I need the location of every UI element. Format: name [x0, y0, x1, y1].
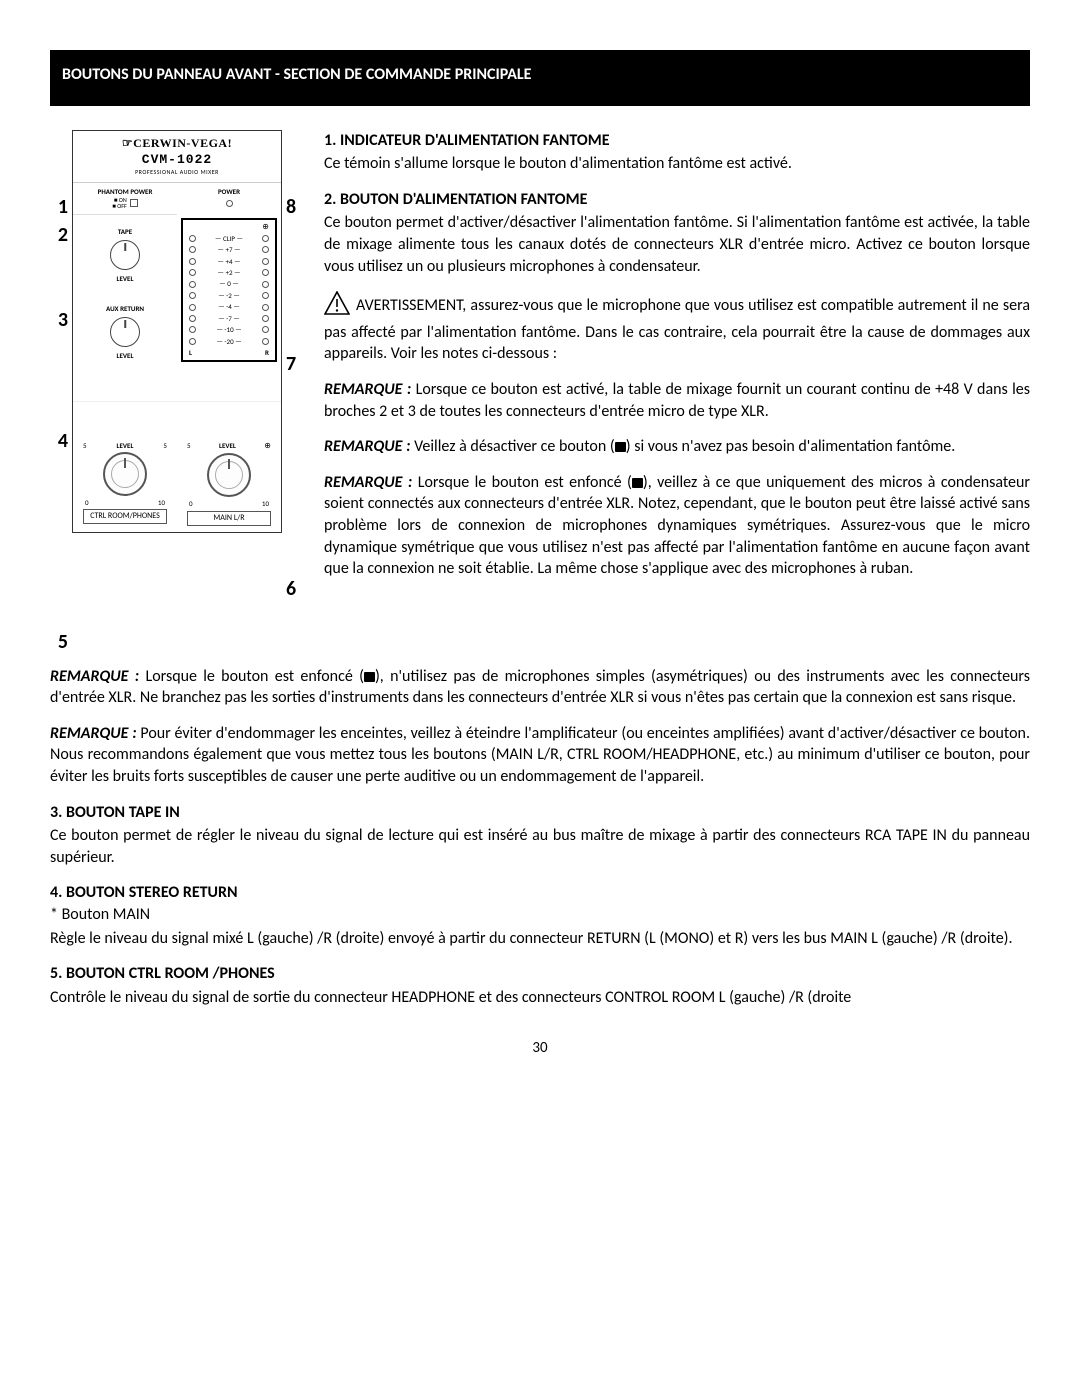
button-pressed-icon — [615, 442, 626, 452]
callout-6: 6 — [286, 576, 304, 603]
power-label: POWER — [181, 187, 277, 196]
callout-2: 2 — [50, 222, 68, 249]
remarque-4: REMARQUE : Lorsque le bouton est enfoncé… — [50, 666, 1030, 709]
off-label: OFF — [117, 202, 127, 210]
brand-subtitle: PROFESSIONAL AUDIO MIXER — [73, 168, 281, 176]
tape-level-label: LEVEL — [77, 274, 173, 283]
ctrl-room-label: CTRL ROOM/PHONES — [83, 509, 167, 524]
section-3-title: 3. BOUTON TAPE IN — [50, 802, 1030, 824]
section-header: BOUTONS DU PANNEAU AVANT - SECTION DE CO… — [50, 50, 1030, 106]
section-5-body: Contrôle le niveau du signal de sortie d… — [50, 987, 1030, 1009]
section-4-title: 4. BOUTON STEREO RETURN — [50, 882, 1030, 904]
callout-3: 3 — [50, 307, 68, 334]
power-led-icon — [226, 200, 233, 207]
brand-model: CVM-1022 — [73, 151, 281, 169]
callout-5: 5 — [50, 629, 68, 656]
ctrl-room-knob-icon — [103, 452, 147, 496]
aux-knob-icon — [110, 317, 140, 347]
tape-label: TAPE — [77, 227, 173, 236]
callout-8: 8 — [286, 194, 304, 221]
section-3-body: Ce bouton permet de régler le niveau du … — [50, 825, 1030, 868]
button-pressed-icon — [364, 672, 375, 682]
brand-name: CERWIN-VEGA! — [133, 136, 232, 150]
right-callouts: 8 7 6 — [282, 130, 304, 603]
callout-1: 1 — [50, 194, 68, 221]
aux-level-label: LEVEL — [77, 351, 173, 360]
phantom-button-icon — [130, 199, 138, 207]
mixer-panel: ☞CERWIN-VEGA! CVM-1022 PROFESSIONAL AUDI… — [72, 130, 282, 533]
main-lr-label: MAIN L/R — [187, 511, 271, 526]
ctrl-level-label: LEVEL — [117, 441, 134, 450]
remarque-5: REMARQUE : Pour éviter d'endommager les … — [50, 723, 1030, 788]
page-number: 30 — [50, 1038, 1030, 1058]
left-callouts: 1 2 3 4 5 — [50, 130, 72, 656]
section-4-sub: * Bouton MAIN — [50, 904, 1030, 926]
panel-diagram: 1 2 3 4 5 ☞CERWIN-VEGA! CVM-1022 PROFESS… — [50, 130, 304, 656]
warning-text: AVERTISSEMENT, assurez-vous que le micro… — [324, 296, 1030, 363]
warning-icon — [324, 291, 350, 322]
level-meter: ⊕ — CLIP — — +7 — — +4 — — +2 — — 0 — — … — [181, 218, 277, 363]
callout-4: 4 — [50, 428, 68, 455]
main-content: 1 2 3 4 5 ☞CERWIN-VEGA! CVM-1022 PROFESS… — [50, 130, 1030, 1059]
button-pressed-icon — [632, 478, 643, 488]
tape-knob-icon — [110, 240, 140, 270]
section-5-title: 5. BOUTON CTRL ROOM /PHONES — [50, 963, 1030, 985]
callout-7: 7 — [286, 351, 304, 378]
aux-return-label: AUX RETURN — [77, 304, 173, 313]
main-level-label: LEVEL — [219, 441, 236, 452]
section-4-body: Règle le niveau du signal mixé L (gauche… — [50, 928, 1030, 950]
main-knob-icon — [207, 453, 251, 497]
